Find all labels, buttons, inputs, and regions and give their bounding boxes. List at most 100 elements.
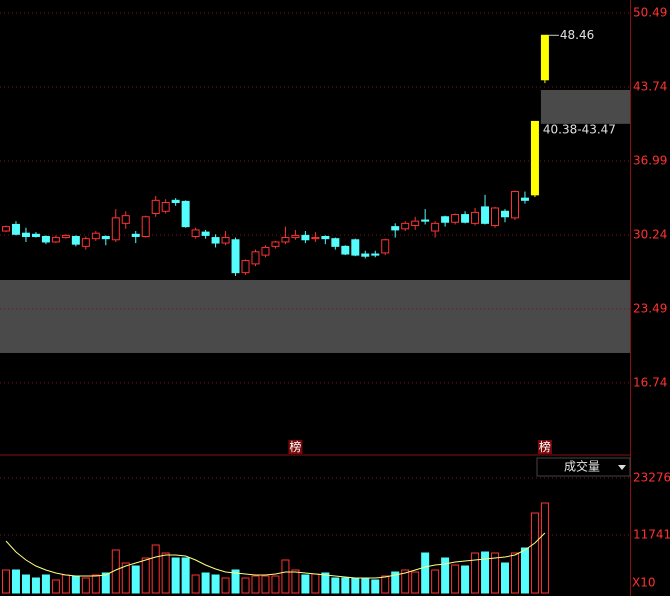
volume-tick-label: 11741 [633,527,670,541]
volume-bar [241,577,250,594]
volume-bar [381,575,390,594]
candle-body [381,239,390,254]
volume-bar [181,557,190,594]
volume-selector[interactable]: 成交量 [536,457,631,477]
volume-bar [441,557,450,594]
candle-body [241,260,250,274]
candle-body [261,246,270,256]
candle-body [331,238,340,247]
volume-bar [421,552,430,594]
candle-body [471,211,480,224]
volume-bar [371,579,380,594]
candle-body [201,231,210,236]
volume-bar [491,552,500,594]
candle-body [510,191,519,219]
volume-bar [161,552,170,594]
volume-bar [391,571,400,594]
volume-bar [311,573,320,594]
candle-body [191,229,200,237]
volume-bar [81,577,90,594]
volume-bar [281,559,290,594]
candle-body [361,253,370,257]
marker-label: 榜 [289,439,301,454]
volume-bar [341,577,350,594]
volume-bar [121,562,130,594]
marker-box [288,440,303,454]
candle-body [461,214,470,223]
volume-bar [411,571,420,594]
volume-bar [261,575,270,594]
y-tick-label: 23.49 [633,301,667,315]
candle-body [351,239,360,256]
volume-ma-line [5,532,546,579]
zone-label: 40.38-43.47 [543,122,616,136]
candle-body [540,34,549,81]
volume-bar [201,572,210,594]
candle-body [401,222,410,230]
volume-bar [321,572,330,594]
volume-bar [221,577,230,594]
volume-bar [11,569,20,594]
candle-body [271,241,280,247]
volume-bar [211,574,220,594]
candle-body [421,219,430,222]
volume-bar [2,569,10,594]
candle-body [451,214,460,223]
price-zone [0,279,630,353]
candle-body [281,237,290,243]
volume-bar [51,579,60,594]
marker-label: 榜 [539,439,551,454]
candle-body [411,220,420,227]
volume-bar [451,564,460,594]
volume-bar [301,574,310,594]
candle-body [301,234,310,241]
y-tick-label: 30.24 [633,227,667,241]
candle-body [21,232,30,237]
volume-bar [141,557,150,594]
volume-tick-label: 23276 [633,471,670,485]
candle-body [501,210,509,218]
candle-body [71,235,80,245]
volume-bar [431,569,440,594]
selector-arrow[interactable] [618,465,626,470]
volume-bar [31,577,40,594]
volume-bar [251,575,260,594]
candle-body [221,237,230,244]
candle-body [211,237,220,244]
candle-body [431,222,440,232]
selector-box[interactable] [536,457,631,477]
candle-body [311,237,320,240]
candle-body [121,215,130,224]
volume-bar [101,572,110,594]
candle-body [231,239,240,274]
volume-bar [540,502,549,594]
marker-box [537,440,552,454]
high-label: 48.46 [560,28,594,42]
volume-bar [520,547,529,594]
candle-body [441,216,450,223]
candle-body [41,235,50,243]
volume-bar [131,565,140,594]
candle-body [491,207,500,227]
candle-body [171,199,180,204]
candle-body [341,245,350,255]
candle-body [101,235,110,240]
volume-bar [91,574,100,594]
candle-body [11,223,20,235]
candle-body [31,233,40,237]
candle-body [161,202,170,212]
y-tick-label: 43.74 [633,80,667,94]
selector-label[interactable]: 成交量 [564,459,600,474]
candle-body [91,232,100,240]
candle-body [251,251,260,265]
candle-body [61,234,70,239]
candle-body [81,238,90,247]
volume-bar [501,562,509,594]
candle-body [291,234,300,239]
volume-bar [71,575,80,594]
volume-bar [171,557,180,594]
volume-bar [331,577,340,594]
volume-bar [291,569,300,594]
candle-body [181,200,190,228]
